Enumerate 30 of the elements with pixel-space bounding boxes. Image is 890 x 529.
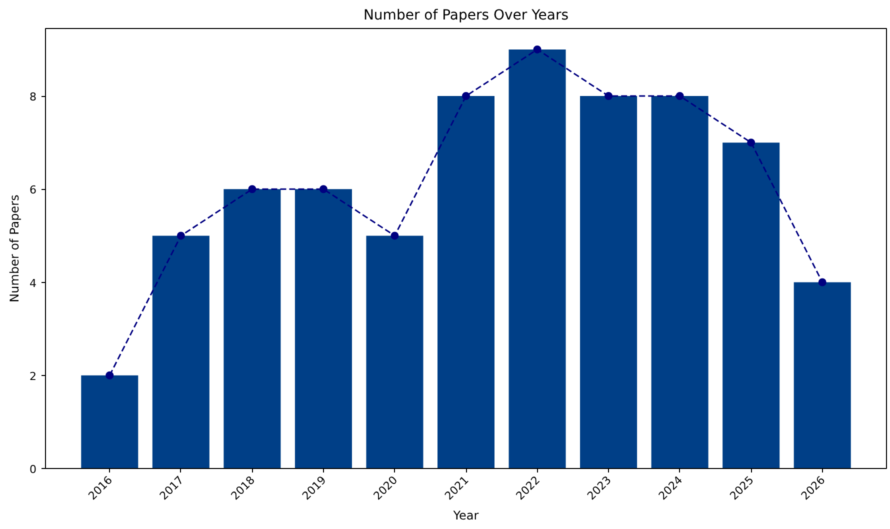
bar [152,236,210,468]
y-tick-label: 0 [30,463,36,476]
chart-title: Number of Papers Over Years [363,8,569,24]
bar [81,375,138,468]
bar [794,282,851,468]
y-axis-title: Number of Papers [8,194,22,302]
point [818,278,826,286]
point [747,138,756,147]
point [176,232,185,240]
point [390,232,399,240]
y-tick-label: 4 [30,276,36,290]
point [462,92,470,100]
bar [722,142,780,468]
point [106,371,114,380]
point [604,92,613,100]
bar [366,236,424,468]
point [676,92,684,100]
y-tick-label: 6 [30,184,36,197]
bar [508,49,566,468]
bar [437,96,495,468]
bar [294,189,352,468]
bar [651,96,708,468]
x-axis-title: Year [452,508,479,523]
bar [224,189,281,468]
bar [580,96,638,468]
y-tick-label: 8 [30,90,36,104]
y-tick-label: 2 [30,370,36,383]
point [533,45,542,54]
point [319,185,328,194]
point [248,185,256,194]
